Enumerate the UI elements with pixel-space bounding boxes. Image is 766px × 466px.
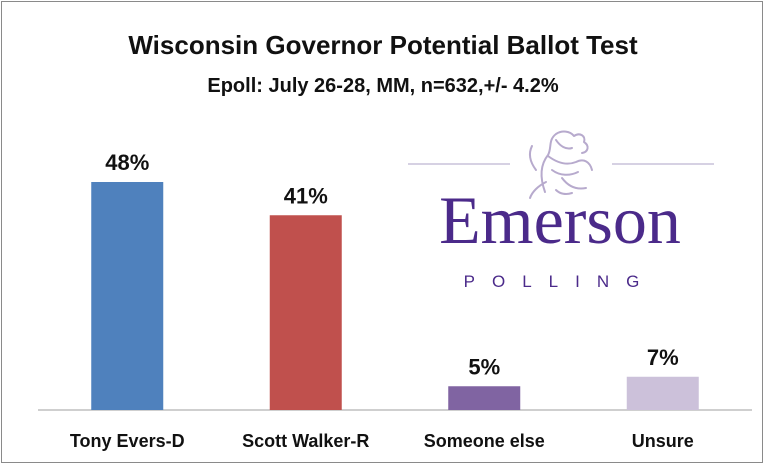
data-label: 41%	[284, 183, 328, 208]
data-label: 5%	[468, 354, 500, 379]
chart-subtitle: Epoll: July 26-28, MM, n=632,+/- 4.2%	[207, 75, 559, 97]
x-tick-label: Unsure	[632, 431, 694, 451]
x-tick-label: Tony Evers-D	[70, 431, 185, 451]
lion-rampant-icon	[528, 130, 593, 199]
bar-scott-walker-r	[269, 215, 342, 410]
logo-wordmark: Emerson	[439, 182, 681, 258]
logo-tagline: POLLING	[463, 272, 657, 291]
x-tick-label: Scott Walker-R	[242, 431, 369, 451]
chart-title: Wisconsin Governor Potential Ballot Test	[128, 30, 638, 60]
bar-tony-evers-d	[91, 182, 164, 410]
x-tick-label: Someone else	[424, 431, 545, 451]
bar-unsure	[626, 376, 699, 410]
data-label: 7%	[647, 345, 679, 370]
bar-someone-else	[448, 386, 521, 410]
data-label: 48%	[105, 150, 149, 175]
